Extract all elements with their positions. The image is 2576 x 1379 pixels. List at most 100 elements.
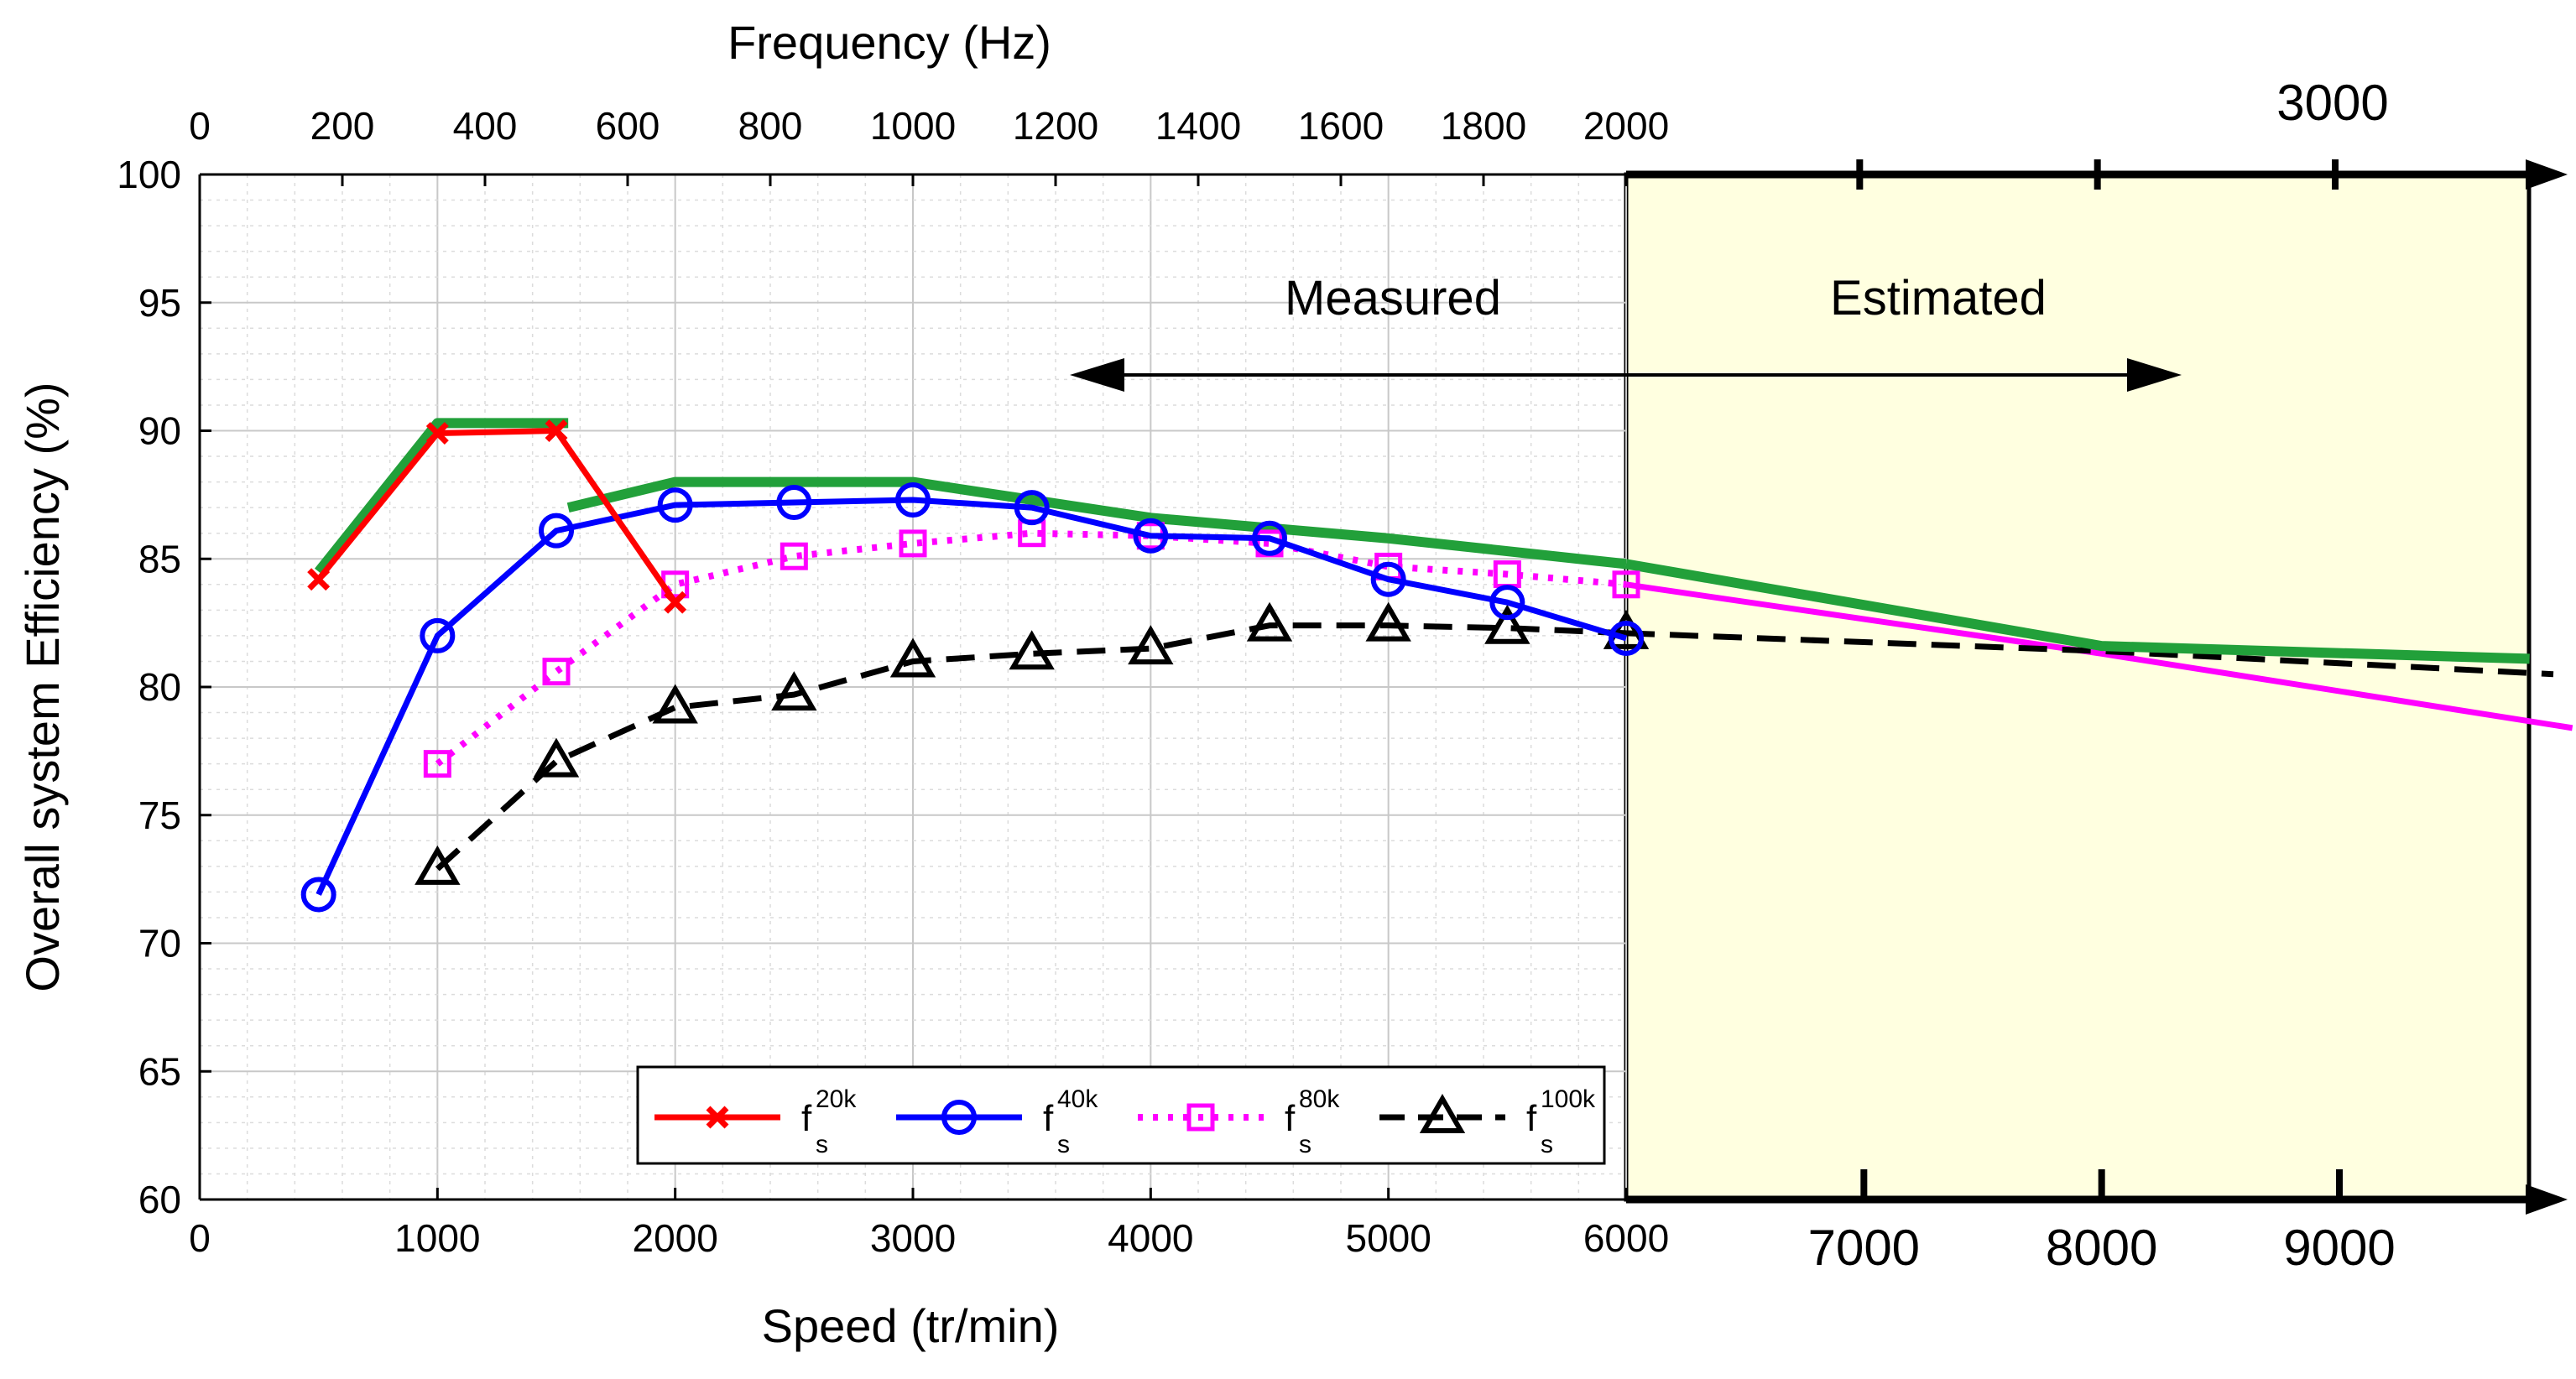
top-tick-label: 600 xyxy=(596,104,660,148)
top-tick-label: 2000 xyxy=(1583,104,1669,148)
top-tick-label: 1000 xyxy=(870,104,956,148)
series-fs-100k-estimated--line xyxy=(1625,630,2554,678)
y-tick-label: 95 xyxy=(138,281,181,325)
estimated-annotation: Estimated xyxy=(1830,271,2047,325)
x-axis-title: Speed (tr/min) xyxy=(762,1299,1060,1352)
series-fs-40k-point xyxy=(657,487,693,523)
legend-marker xyxy=(941,1100,977,1135)
x-tick-label: 4000 xyxy=(1108,1216,1193,1260)
x-marker-stroke xyxy=(706,1106,729,1129)
series-fs-80k-point xyxy=(780,542,808,570)
legend-label-sup: 20k xyxy=(816,1085,857,1113)
series-fs-100k-point xyxy=(1128,625,1174,665)
estimated-ticks: 7000 8000 9000 3000 xyxy=(1808,75,2396,1276)
measured-annotation: Measured xyxy=(1285,271,1501,325)
x-tick-label: 6000 xyxy=(1583,1216,1669,1260)
series-fs-40k-point xyxy=(1370,561,1406,597)
series-fs-80k-point xyxy=(542,658,571,686)
x-tick-label: 1000 xyxy=(394,1216,480,1260)
series-fs-80k-point xyxy=(899,529,927,558)
series-fs-40k-point xyxy=(1252,520,1287,556)
series-fs-40k-point xyxy=(1014,490,1050,526)
series-fs-100k-point xyxy=(1365,601,1411,642)
y-tick-label: 60 xyxy=(138,1178,181,1221)
legend-marker xyxy=(1419,1094,1466,1133)
series-envelope-estimated--line xyxy=(1624,559,2530,664)
legend-marker xyxy=(706,1106,729,1129)
series-fs-100k-point xyxy=(771,671,817,711)
legend-label-base: f xyxy=(1526,1098,1537,1139)
legend-label-sub: s xyxy=(1541,1131,1553,1158)
legend-marker xyxy=(1186,1103,1215,1132)
series-fs-100k-point xyxy=(1246,601,1293,642)
series-fs-80k-estimated--line xyxy=(1625,581,2573,731)
legend-label-base: f xyxy=(1043,1098,1054,1139)
estimated-axes: 7000 8000 9000 3000 xyxy=(1626,75,2568,1276)
y-tick-label: 80 xyxy=(138,665,181,709)
x-tick-label: 3000 xyxy=(870,1216,956,1260)
estimated-bottom-arrowhead xyxy=(2526,1184,2568,1215)
legend-label-sub: s xyxy=(1299,1131,1311,1158)
estimated-top-tick-label: 3000 xyxy=(2276,75,2388,131)
y-tick-label: 70 xyxy=(138,922,181,965)
x-tick-label: 2000 xyxy=(632,1216,717,1260)
x-marker-stroke xyxy=(545,419,568,442)
series-fs-80k-point xyxy=(423,750,451,778)
x-tick-label: 5000 xyxy=(1345,1216,1431,1260)
series-fs-100k-point xyxy=(1009,630,1055,670)
estimated-x-tick-label: 9000 xyxy=(2283,1220,2395,1276)
series-fs-80k-point xyxy=(1612,570,1640,599)
series-fs-100k-line xyxy=(435,622,1627,872)
series-envelope-measured--line xyxy=(314,418,569,575)
legend-label-sup: 100k xyxy=(1541,1085,1596,1113)
series-fs-20k-point xyxy=(307,568,331,591)
arrow-right-head xyxy=(2127,358,2182,392)
y-tick-label: 100 xyxy=(117,153,181,196)
top-tick-label: 800 xyxy=(738,104,803,148)
series-fs-40k-point xyxy=(1489,585,1525,621)
x-marker-stroke xyxy=(307,568,331,591)
legend-label-sup: 80k xyxy=(1299,1085,1340,1113)
top-tick-label: 1400 xyxy=(1155,104,1241,148)
series-fs-80k-line xyxy=(435,529,1627,767)
series-fs-100k-point xyxy=(652,684,698,724)
y-tick-label: 65 xyxy=(138,1049,181,1093)
legend-label-sup: 40k xyxy=(1057,1085,1098,1113)
series-fs-100k-point xyxy=(533,737,580,778)
top-tick-label: 1600 xyxy=(1298,104,1384,148)
top-tick-label: 200 xyxy=(310,104,375,148)
legend-label-base: f xyxy=(801,1098,812,1139)
estimated-x-tick-label: 8000 xyxy=(2046,1220,2157,1276)
series-fs-40k-point xyxy=(776,485,812,521)
x-marker-stroke xyxy=(425,422,449,445)
legend-label-sub: s xyxy=(816,1131,828,1158)
top-tick-label: 1200 xyxy=(1013,104,1098,148)
series-fs-40k-point xyxy=(300,877,336,913)
x-tick-label: 0 xyxy=(189,1216,211,1260)
series-fs-20k-point xyxy=(425,422,449,445)
arrow-left-head xyxy=(1070,358,1124,392)
y-axis-title: Overall system Efficiency (%) xyxy=(16,382,69,991)
series-layer xyxy=(300,418,2573,913)
top-tick-label: 0 xyxy=(189,104,211,148)
series-fs-40k-point xyxy=(1133,518,1169,554)
series-fs-40k-line xyxy=(315,497,1628,896)
legend-label-base: f xyxy=(1285,1098,1296,1139)
top-axis-title: Frequency (Hz) xyxy=(727,16,1051,69)
x-marker-stroke xyxy=(664,591,687,614)
series-fs-100k-point xyxy=(889,637,936,678)
series-fs-100k-point xyxy=(1603,609,1650,649)
series-fs-40k-point xyxy=(539,513,574,549)
y-tick-label: 90 xyxy=(138,409,181,453)
series-fs-40k-point xyxy=(895,481,931,518)
y-tick-label: 85 xyxy=(138,537,181,580)
series-fs-20k-point xyxy=(664,591,687,614)
estimated-top-arrowhead xyxy=(2526,159,2568,190)
estimated-x-tick-label: 7000 xyxy=(1808,1220,1920,1276)
y-tick-label: 75 xyxy=(138,794,181,837)
top-tick-label: 1800 xyxy=(1441,104,1526,148)
top-tick-label: 400 xyxy=(453,104,518,148)
